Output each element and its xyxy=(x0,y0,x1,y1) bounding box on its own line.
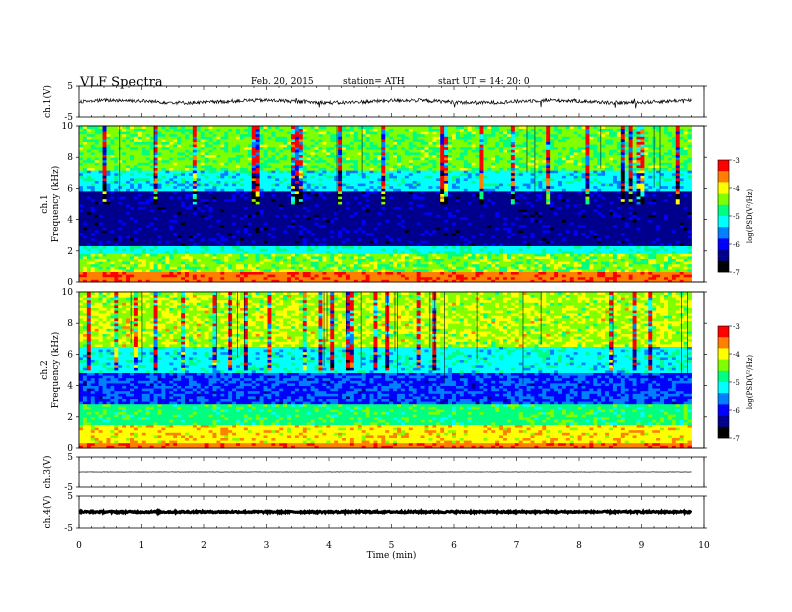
ch1-spectrogram-image xyxy=(79,126,704,282)
ch1-waveform-ylabel: ch.1(V) xyxy=(42,85,53,118)
ch1-spectrogram-ytick-label: 6 xyxy=(67,184,73,194)
time-axis-tick-label: 8 xyxy=(576,541,582,551)
ch2-spectrogram-ylabel: Frequency (kHz) xyxy=(50,332,61,409)
ch4-waveform-ytick-label: 5 xyxy=(67,492,73,502)
ch1-spectrogram-ytick-label: 2 xyxy=(67,247,73,257)
ch1-spectrogram-colorbar-tick: -5 xyxy=(733,213,740,221)
ch2-spectrogram-ylabel: ch.2 xyxy=(40,360,50,379)
ch3-waveform-ylabel: ch.3(V) xyxy=(42,456,53,489)
ch2-spectrogram-colorbar-tick: -7 xyxy=(733,435,740,443)
ch1-spectrogram-colorbar-tick: -3 xyxy=(733,157,740,165)
time-axis-tick-label: 9 xyxy=(639,541,645,551)
ch2-spectrogram-colorbar: -3 -4 -5 -6 -7 log(PSD(V²/Hz) xyxy=(718,323,754,443)
time-axis: 0 1 2 3 4 5 6 7 8 9 10 Time (min) xyxy=(76,541,710,561)
ch3-waveform-panel: 5-5ch.3(V) xyxy=(42,453,707,493)
ch1-spectrogram-colorbar-tick: -4 xyxy=(733,185,740,193)
time-axis-tick-label: 3 xyxy=(264,541,270,551)
ch2-spectrogram-colorbar-tick: -3 xyxy=(733,323,740,331)
time-axis-tick-label: 10 xyxy=(698,541,710,551)
ch1-spectrogram-colorbar: -3 -4 -5 -6 -7 log(PSD(V²/Hz) xyxy=(718,157,754,277)
ch2-spectrogram-colorbar-tick: -4 xyxy=(733,351,740,359)
ch2-spectrogram-ytick-label: 10 xyxy=(62,288,74,298)
time-axis-tick-label: 6 xyxy=(451,541,457,551)
ch2-spectrogram-ytick-label: 6 xyxy=(67,350,73,360)
ch2-spectrogram-ytick-label: 4 xyxy=(67,382,73,392)
ch3-waveform-ytick-label: 5 xyxy=(67,453,73,463)
ch1-waveform-frame xyxy=(79,86,704,117)
time-axis-tick-label: 4 xyxy=(326,541,332,551)
ch2-spectrogram-colorbar-tick: -6 xyxy=(733,407,740,415)
ch1-spectrogram-colorbar-tick: -7 xyxy=(733,269,740,277)
ch1-spectrogram-ylabel: Frequency (kHz) xyxy=(50,166,61,243)
time-axis-tick-label: 5 xyxy=(389,541,395,551)
time-axis-label: Time (min) xyxy=(367,550,417,561)
ch1-spectrogram-ytick-label: 4 xyxy=(67,216,73,226)
time-axis-tick-label: 0 xyxy=(76,541,82,551)
time-axis-tick-label: 2 xyxy=(201,541,207,551)
ch1-waveform-ytick-label: 5 xyxy=(67,82,73,92)
ch2-spectrogram-image xyxy=(79,292,704,448)
ch1-spectrogram-colorbar-label: log(PSD(V²/Hz) xyxy=(746,189,754,244)
time-axis-tick-label: 1 xyxy=(139,541,145,551)
ch2-spectrogram-ytick-label: 8 xyxy=(67,319,73,329)
ch4-waveform-ytick-label: -5 xyxy=(64,524,73,534)
time-axis-tick-label: 7 xyxy=(514,541,520,551)
ch1-spectrogram-ytick-label: 0 xyxy=(67,278,73,288)
ch1-spectrogram-colorbar-tick: -6 xyxy=(733,241,740,249)
ch1-waveform-panel: 5-5ch.1(V) xyxy=(42,82,707,123)
ch4-waveform-ylabel: ch.4(V) xyxy=(42,496,53,529)
ch1-spectrogram-ytick-label: 10 xyxy=(62,122,74,132)
ch2-spectrogram-colorbar-label: log(PSD(V²/Hz) xyxy=(746,355,754,410)
ch1-spectrogram-ytick-label: 8 xyxy=(67,153,73,163)
ch1-spectrogram-ylabel: ch.1 xyxy=(40,194,50,213)
ch1-waveform-trace xyxy=(79,98,692,108)
ch4-waveform-trace xyxy=(79,511,692,513)
ch2-spectrogram-ytick-label: 2 xyxy=(67,413,73,423)
ch2-spectrogram-colorbar-tick: -5 xyxy=(733,379,740,387)
